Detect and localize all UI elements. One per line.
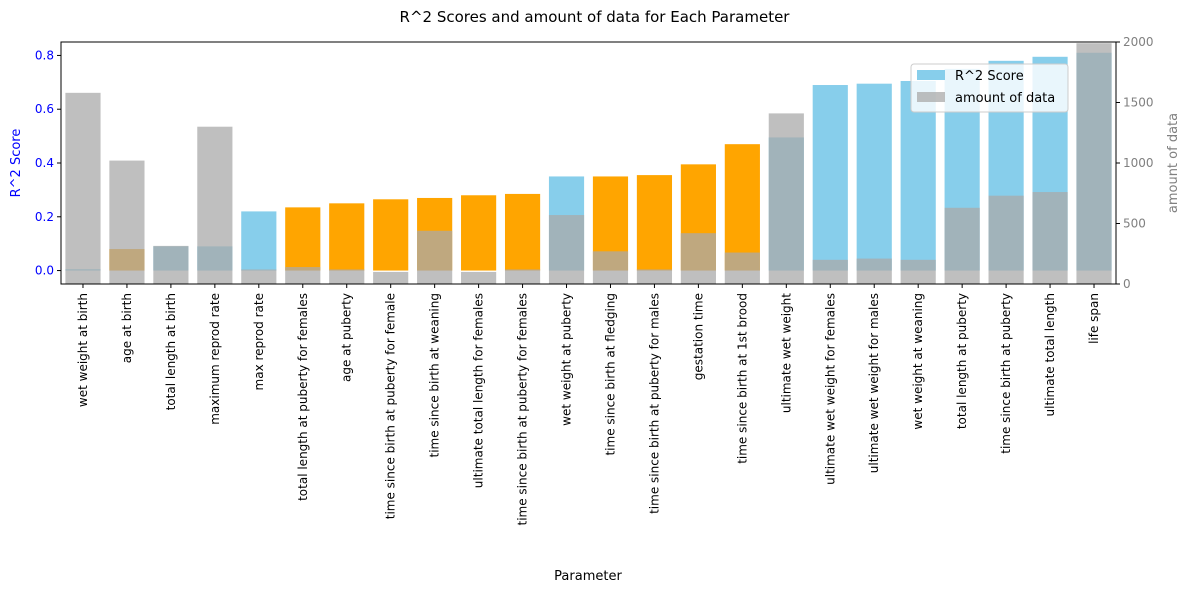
x-tick-label-total-length-at-puberty-for-females: total length at puberty for females xyxy=(296,293,310,501)
amount-bar-ultimate-wet-weight-for-males xyxy=(856,258,892,284)
r2-bar-total-length-at-puberty-for-females xyxy=(285,207,321,271)
amount-bar-time-since-birth-at-puberty-for-females xyxy=(504,269,541,284)
right-tick-label: 1000 xyxy=(1123,156,1154,170)
left-tick-label: 0.2 xyxy=(35,210,54,224)
r2-bar-time-since-birth-at-1st-brood xyxy=(724,144,760,271)
left-axis-ticks: 0.0 0.2 0.4 0.6 0.8 xyxy=(35,48,61,278)
amount-bar-max-reprod-rate xyxy=(241,269,277,284)
r2-bar-age-at-puberty xyxy=(329,203,365,271)
x-tick-label-time-since-birth-at-1st-brood: time since birth at 1st brood xyxy=(735,293,749,464)
right-tick-label: 2000 xyxy=(1123,35,1154,49)
x-tick-label-time-since-birth-at-fledging: time since birth at fledging xyxy=(603,293,617,456)
x-tick-label-time-since-birth-at-puberty-for-males: time since birth at puberty for males xyxy=(647,293,661,514)
right-tick-label: 500 xyxy=(1123,217,1146,231)
amount-bar-time-since-birth-at-1st-brood xyxy=(724,252,760,284)
amount-bar-time-since-birth-at-weaning xyxy=(417,230,453,284)
left-tick-label: 0.0 xyxy=(35,264,54,278)
legend-swatch-r2 xyxy=(917,70,945,80)
amount-bar-time-since-birth-at-fledging xyxy=(592,251,629,284)
amount-bar-wet-weight-at-weaning xyxy=(900,259,936,284)
legend-swatch-amount xyxy=(917,92,945,102)
left-axis-label: R^2 Score xyxy=(9,129,24,198)
x-tick-label-total-length-at-birth: total length at birth xyxy=(164,293,178,410)
right-tick-label: 0 xyxy=(1123,277,1131,291)
amount-bar-time-since-birth-at-puberty xyxy=(988,195,1024,284)
x-tick-label-time-since-birth-at-puberty-for-females: time since birth at puberty for females xyxy=(516,293,530,526)
r2-bar-wet-weight-at-weaning xyxy=(900,80,936,271)
amount-bar-ultimate-total-length-for-females xyxy=(461,271,497,284)
x-tick-label-wet-weight-at-weaning: wet weight at weaning xyxy=(911,293,925,430)
amount-bar-ultimate-total-length xyxy=(1032,192,1068,284)
amount-bar-ultimate-wet-weight-for-females xyxy=(812,259,848,284)
x-tick-label-maximum-reprod-rate: maximum reprod rate xyxy=(208,293,222,425)
legend: R^2 Score amount of data xyxy=(910,63,1069,113)
right-axis-label: amount of data xyxy=(1166,113,1181,213)
x-tick-label-age-at-birth: age at birth xyxy=(120,293,134,363)
r2-bar-max-reprod-rate xyxy=(241,211,277,271)
x-tick-label-age-at-puberty: age at puberty xyxy=(340,293,354,382)
amount-bar-total-length-at-birth xyxy=(153,245,189,284)
x-tick-label-ultimate-total-length: ultimate total length xyxy=(1043,293,1057,416)
x-tick-label-life-span: life span xyxy=(1087,293,1101,344)
r2-bar-time-since-birth-at-puberty-for-females xyxy=(504,193,541,271)
amount-bar-wet-weight-at-puberty xyxy=(548,215,585,284)
x-axis-ticks: wet weight at birth age at birth total len… xyxy=(76,284,1101,526)
legend-label-amount: amount of data xyxy=(955,91,1055,106)
r2-bar-ultimate-wet-weight-for-males xyxy=(856,83,892,271)
right-tick-label: 1500 xyxy=(1123,96,1154,110)
amount-bar-age-at-birth xyxy=(109,160,145,284)
amount-bar-age-at-puberty xyxy=(329,269,365,284)
left-tick-label: 0.6 xyxy=(35,102,54,116)
r2-bar-ultimate-total-length-for-females xyxy=(461,195,497,271)
amount-bar-time-since-birth-at-puberty-for-males xyxy=(636,269,673,284)
amount-bars xyxy=(65,43,1112,285)
chart-title: R^2 Scores and amount of data for Each P… xyxy=(400,8,791,26)
amount-bar-ultimate-wet-weight xyxy=(768,113,804,284)
x-tick-label-time-since-birth-at-puberty: time since birth at puberty xyxy=(999,293,1013,454)
x-tick-label-ultimate-wet-weight: ultimate wet weight xyxy=(779,293,793,413)
x-tick-label-total-length-at-puberty: total length at puberty xyxy=(955,293,969,429)
r2-bar-time-since-birth-at-puberty-for-female xyxy=(373,199,409,271)
amount-bar-life-span xyxy=(1076,43,1112,285)
amount-bar-time-since-birth-at-puberty-for-female xyxy=(373,271,409,284)
amount-bar-maximum-reprod-rate xyxy=(197,126,233,284)
r2-bar-time-since-birth-at-puberty-for-males xyxy=(636,175,673,271)
x-tick-label-gestation-time: gestation time xyxy=(691,293,705,380)
amount-bar-total-length-at-puberty xyxy=(944,207,980,284)
x-tick-label-ultimate-wet-weight-for-males: ultimate wet weight for males xyxy=(867,293,881,473)
x-tick-label-wet-weight-at-puberty: wet weight at puberty xyxy=(560,293,574,426)
right-axis-ticks: 0 500 1000 1500 2000 xyxy=(1116,35,1154,291)
x-tick-label-max-reprod-rate: max reprod rate xyxy=(252,293,266,390)
amount-bar-wet-weight-at-birth xyxy=(65,92,101,284)
left-tick-label: 0.8 xyxy=(35,48,54,62)
r2-bar-ultimate-wet-weight-for-females xyxy=(812,85,848,271)
x-tick-label-wet-weight-at-birth: wet weight at birth xyxy=(76,293,90,407)
legend-label-r2: R^2 Score xyxy=(955,69,1024,84)
amount-bar-total-length-at-puberty-for-females xyxy=(285,267,321,284)
amount-bar-gestation-time xyxy=(680,233,716,284)
x-tick-label-ultimate-wet-weight-for-females: ultimate wet weight for females xyxy=(823,293,837,485)
x-tick-label-time-since-birth-at-weaning: time since birth at weaning xyxy=(428,293,442,458)
x-tick-label-ultimate-total-length-for-females: ultimate total length for females xyxy=(472,293,486,488)
left-tick-label: 0.4 xyxy=(35,156,54,170)
x-tick-label-time-since-birth-at-puberty-for-female: time since birth at puberty for female xyxy=(384,293,398,519)
legend-box xyxy=(910,63,1069,113)
x-axis-label: Parameter xyxy=(554,569,622,584)
